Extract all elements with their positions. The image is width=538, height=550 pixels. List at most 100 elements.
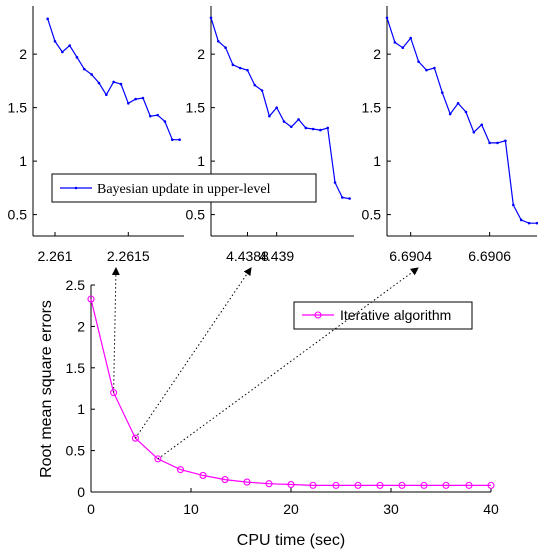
inset3-data-point: [425, 68, 428, 72]
inset2-data-point: [209, 16, 213, 20]
inset1-xtick-label: 2.2615: [107, 248, 150, 264]
inset3-data-point: [464, 110, 468, 114]
main-data-point: [154, 455, 162, 463]
inset1-legend-box: [51, 173, 317, 203]
inset3-xtick-label: 6.6904: [389, 248, 432, 264]
main-xtick-label: 10: [183, 501, 199, 517]
inset3-series-line: [386, 17, 537, 224]
inset2-data-point: [268, 114, 271, 118]
inset1-xtick-label: 2.261: [37, 248, 72, 264]
main-xtick-label: 20: [283, 501, 299, 517]
inset1-data-point: [156, 113, 159, 117]
inset1-legend-label: Bayesian update in upper-level: [97, 182, 271, 197]
inset3-data-point: [488, 141, 491, 145]
inset2-data-point: [326, 126, 330, 130]
inset2-ytick-label: 1.5: [186, 100, 206, 116]
inset1-data-point: [148, 114, 152, 118]
main-ytick-label: 1.5: [66, 360, 86, 376]
main-ytick-label: 1: [77, 401, 85, 417]
main-data-point: [465, 481, 473, 489]
zoom-arrow: [157, 267, 419, 460]
inset2-data-point: [246, 68, 249, 72]
inset3-ytick-label: 2: [373, 46, 381, 62]
inset2-data-point: [253, 83, 257, 87]
main-ytick-label: 0: [77, 484, 85, 500]
main-data-point: [199, 471, 207, 479]
inset1-ytick-label: 2: [19, 46, 27, 62]
zoom-arrow: [134, 267, 252, 439]
main-legend: Iterative algorithm: [293, 301, 473, 330]
main-data-point: [87, 295, 95, 303]
inset1-ytick-label: 1.5: [8, 100, 28, 116]
inset3-ytick-label: 0.5: [362, 207, 382, 223]
inset3-data-point: [456, 102, 460, 105]
inset2-data-point: [231, 63, 235, 67]
inset1-data-point: [178, 138, 181, 142]
inset3-data-point: [535, 221, 538, 225]
inset3-data-point: [527, 221, 531, 225]
inset3-data-point: [512, 203, 515, 207]
main-ytick-label: 2: [77, 318, 85, 334]
zoom-arrows: [111, 267, 419, 460]
inset3-ytick-label: 1.5: [362, 100, 382, 116]
main-series-line: [90, 298, 491, 486]
inset3-data-point: [519, 218, 523, 222]
inset3-ytick-label: 1: [373, 153, 381, 169]
inset2-data-point: [319, 128, 322, 132]
inset1-data-point: [112, 80, 115, 84]
inset1-data-point: [46, 17, 49, 21]
inset2-series-line: [210, 17, 350, 200]
inset1-data-point: [119, 82, 123, 86]
main-data-point: [398, 481, 406, 489]
main-data-point: [265, 480, 273, 488]
inset2-ytick-label: 2: [197, 46, 205, 62]
inset-chart-1: 0.5 1 1.5 2 2.261 2.2615: [8, 6, 184, 264]
inset2-data-point: [282, 120, 286, 123]
inset2-data-point: [224, 46, 227, 50]
inset1-data-point: [90, 73, 93, 76]
inset1-data-point: [126, 102, 130, 105]
main-ytick-label: 2.5: [66, 277, 86, 293]
main-xtick-label: 0: [87, 501, 95, 517]
x-axis-label: CPU time (sec): [237, 532, 345, 549]
main-data-point: [487, 481, 495, 489]
inset3-data-point: [440, 91, 444, 94]
inset2-data-point: [348, 197, 351, 200]
inset3-data-point: [448, 112, 452, 116]
inset2-data-point: [238, 66, 242, 70]
inset3-data-point: [472, 130, 476, 134]
inset2-data-point: [216, 40, 220, 43]
main-data-point: [287, 480, 295, 489]
inset1-data-point: [170, 138, 174, 142]
main-data-point: [354, 481, 362, 489]
inset2-data-point: [333, 181, 337, 184]
inset1-legend-marker: [74, 186, 78, 190]
main-data-point: [376, 481, 384, 489]
main-data-point: [309, 481, 317, 489]
main-data-point: [110, 389, 118, 397]
inset1-data-point: [141, 96, 145, 100]
inset3-data-point: [480, 123, 484, 127]
inset1-data-point: [134, 97, 137, 101]
inset1-data-point: [163, 120, 167, 123]
inset1-data-point: [61, 50, 64, 54]
inset1-data-point: [68, 44, 71, 47]
main-data-point: [221, 476, 229, 484]
inset3-data-point: [385, 16, 389, 20]
main-data-point: [332, 481, 340, 489]
inset3-data-point: [409, 36, 412, 40]
inset2-data-point: [311, 127, 315, 131]
zoom-arrow: [111, 267, 120, 393]
main-data-point: [442, 481, 450, 489]
inset1-data-point: [83, 67, 86, 71]
inset3-data-point: [401, 46, 405, 50]
inset3-data-point: [433, 66, 436, 70]
inset3-xtick-label: 6.6906: [468, 248, 511, 264]
main-xtick-label: 40: [483, 501, 499, 517]
inset2-data-point: [304, 126, 308, 130]
main-data-point: [176, 466, 185, 474]
inset1-data-point: [105, 93, 108, 97]
inset2-ytick-label: 0.5: [186, 207, 206, 223]
